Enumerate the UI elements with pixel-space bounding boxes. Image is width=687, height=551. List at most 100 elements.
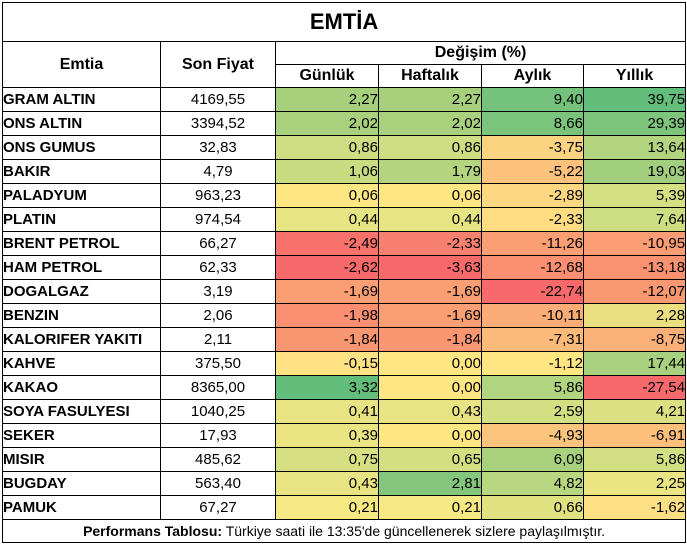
footer-text: Türkiye saati ile 13:35'de güncellenerek… [222, 523, 605, 539]
table-row: BENZIN 2,06 -1,98 -1,69 -10,11 2,28 [2, 303, 687, 328]
daily-change-value: 0,21 [275, 495, 379, 520]
last-price-value: 1040,25 [160, 399, 276, 424]
daily-change-value: 0,43 [275, 471, 379, 496]
monthly-change-value: -3,75 [481, 135, 584, 160]
commodity-name: GRAM ALTIN [2, 87, 161, 112]
table-row: BAKIR 4,79 1,06 1,79 -5,22 19,03 [2, 159, 687, 184]
weekly-change-value: -1,69 [378, 303, 482, 328]
yearly-change-value: 29,39 [582, 111, 687, 136]
yearly-change-value: 2,25 [582, 471, 687, 496]
table-row: KALORIFER YAKITI 2,11 -1,84 -1,84 -7,31 -8,75 [2, 327, 687, 352]
last-price-value: 62,33 [160, 255, 276, 280]
yearly-change-value: 5,39 [582, 183, 687, 208]
daily-change-value: -2,49 [275, 231, 379, 256]
last-price-value: 3,19 [160, 279, 276, 304]
monthly-change-value: 8,66 [481, 111, 584, 136]
commodity-name: ONS GUMUS [2, 135, 161, 160]
table-row: SEKER 17,93 0,39 0,00 -4,93 -6,91 [2, 423, 687, 448]
monthly-change-value: -2,89 [481, 183, 584, 208]
commodity-name: KALORIFER YAKITI [2, 327, 161, 352]
weekly-change-value: 0,21 [378, 495, 482, 520]
weekly-change-value: 0,65 [378, 447, 482, 472]
commodity-name: MISIR [2, 447, 161, 472]
last-price-value: 4169,55 [160, 87, 276, 112]
monthly-change-value: 5,86 [481, 375, 584, 400]
commodity-name: SOYA FASULYESI [2, 399, 161, 424]
last-price-value: 4,79 [160, 159, 276, 184]
weekly-change-value: 2,81 [378, 471, 482, 496]
commodity-name: BAKIR [2, 159, 161, 184]
table-row: GRAM ALTIN 4169,55 2,27 2,27 9,40 39,75 [2, 87, 687, 112]
table-title: EMTİA [1, 2, 687, 42]
table-row: MISIR 485,62 0,75 0,65 6,09 5,86 [2, 447, 687, 472]
yearly-change-value: 13,64 [582, 135, 687, 160]
header-change: Değişim (%) [274, 41, 687, 65]
yearly-change-value: -12,07 [582, 279, 687, 304]
yearly-change-value: -13,18 [582, 255, 687, 280]
monthly-change-value: -4,93 [481, 423, 584, 448]
monthly-change-value: -12,68 [481, 255, 584, 280]
commodity-name: KAHVE [2, 351, 161, 376]
header-monthly: Aylık [481, 64, 584, 88]
weekly-change-value: 0,86 [378, 135, 482, 160]
weekly-change-value: 0,00 [378, 375, 482, 400]
daily-change-value: -1,69 [275, 279, 379, 304]
header-daily: Günlük [275, 64, 379, 88]
monthly-change-value: -5,22 [481, 159, 584, 184]
table-row: DOGALGAZ 3,19 -1,69 -1,69 -22,74 -12,07 [2, 279, 687, 304]
table-row: ONS ALTIN 3394,52 2,02 2,02 8,66 29,39 [2, 111, 687, 136]
yearly-change-value: 7,64 [582, 207, 687, 232]
table-row: ONS GUMUS 32,83 0,86 0,86 -3,75 13,64 [2, 135, 687, 160]
weekly-change-value: 0,43 [378, 399, 482, 424]
daily-change-value: 0,41 [275, 399, 379, 424]
monthly-change-value: 6,09 [481, 447, 584, 472]
monthly-change-value: -2,33 [481, 207, 584, 232]
yearly-change-value: 4,21 [582, 399, 687, 424]
last-price-value: 66,27 [160, 231, 276, 256]
last-price-value: 963,23 [160, 183, 276, 208]
last-price-value: 2,06 [160, 303, 276, 328]
last-price-value: 67,27 [160, 495, 276, 520]
monthly-change-value: 0,66 [481, 495, 584, 520]
weekly-change-value: 2,02 [378, 111, 482, 136]
commodity-name: DOGALGAZ [2, 279, 161, 304]
monthly-change-value: -7,31 [481, 327, 584, 352]
weekly-change-value: 0,06 [378, 183, 482, 208]
daily-change-value: -2,62 [275, 255, 379, 280]
table-row: KAKAO 8365,00 3,32 0,00 5,86 -27,54 [2, 375, 687, 400]
commodity-name: PALADYUM [2, 183, 161, 208]
yearly-change-value: 19,03 [582, 159, 687, 184]
weekly-change-value: -1,84 [378, 327, 482, 352]
table-row: PLATIN 974,54 0,44 0,44 -2,33 7,64 [2, 207, 687, 232]
monthly-change-value: -22,74 [481, 279, 584, 304]
weekly-change-value: 0,00 [378, 351, 482, 376]
daily-change-value: -1,98 [275, 303, 379, 328]
commodity-name: PAMUK [2, 495, 161, 520]
table-row: PALADYUM 963,23 0,06 0,06 -2,89 5,39 [2, 183, 687, 208]
header-yearly: Yıllık [582, 64, 687, 88]
yearly-change-value: -6,91 [582, 423, 687, 448]
weekly-change-value: 1,79 [378, 159, 482, 184]
last-price-value: 375,50 [160, 351, 276, 376]
daily-change-value: 1,06 [275, 159, 379, 184]
commodity-name: KAKAO [2, 375, 161, 400]
daily-change-value: 2,27 [275, 87, 379, 112]
table-row: SOYA FASULYESI 1040,25 0,41 0,43 2,59 4,21 [2, 399, 687, 424]
footer-label: Performans Tablosu: [83, 523, 223, 539]
table-row: BRENT PETROL 66,27 -2,49 -2,33 -11,26 -10,95 [2, 231, 687, 256]
commodity-name: HAM PETROL [2, 255, 161, 280]
yearly-change-value: -1,62 [582, 495, 687, 520]
table-row: HAM PETROL 62,33 -2,62 -3,63 -12,68 -13,18 [2, 255, 687, 280]
header-commodity: Emtia [2, 41, 161, 88]
weekly-change-value: -1,69 [378, 279, 482, 304]
monthly-change-value: 9,40 [481, 87, 584, 112]
weekly-change-value: -3,63 [378, 255, 482, 280]
commodity-name: BRENT PETROL [2, 231, 161, 256]
last-price-value: 17,93 [160, 423, 276, 448]
yearly-change-value: -27,54 [582, 375, 687, 400]
table-row: PAMUK 67,27 0,21 0,21 0,66 -1,62 [2, 495, 687, 520]
commodity-name: ONS ALTIN [2, 111, 161, 136]
yearly-change-value: -8,75 [582, 327, 687, 352]
daily-change-value: 0,44 [275, 207, 379, 232]
last-price-value: 485,62 [160, 447, 276, 472]
